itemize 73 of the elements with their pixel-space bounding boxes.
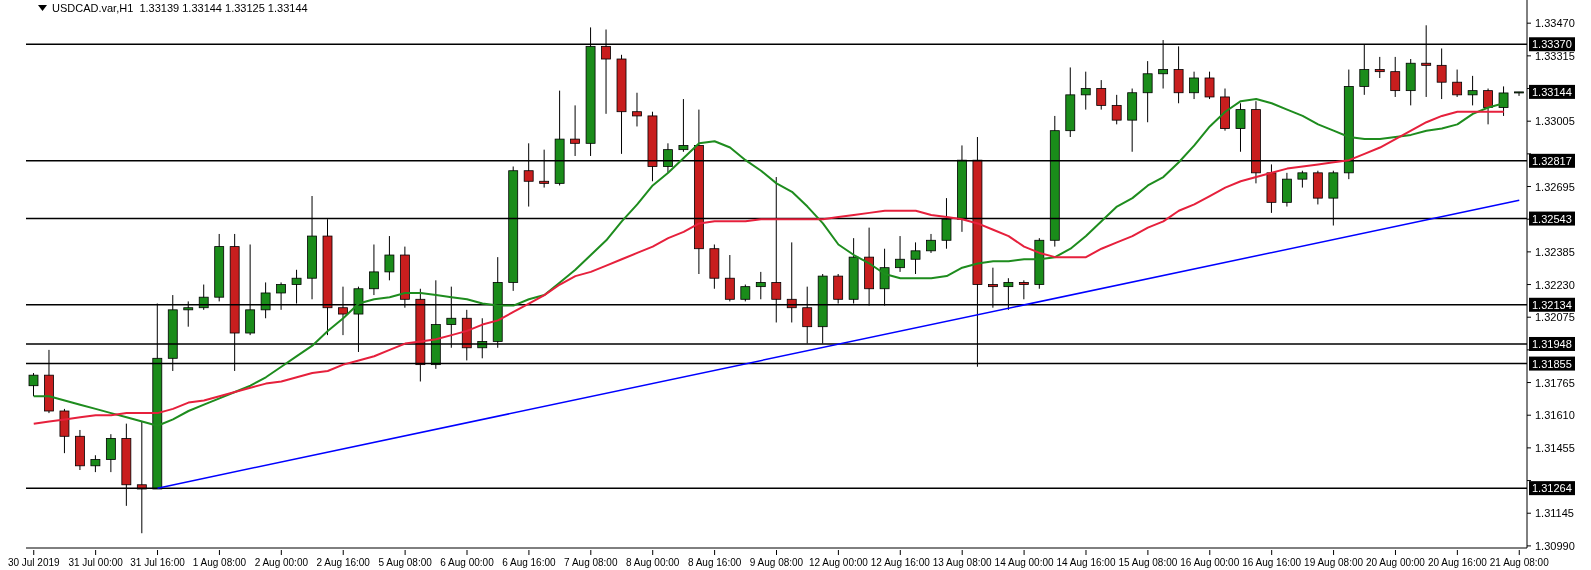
y-tick-label: 1.33315 bbox=[1535, 49, 1575, 62]
ref-line-label: 1.31855 bbox=[1532, 357, 1572, 370]
y-tick-label: 1.32385 bbox=[1535, 245, 1575, 258]
candlestick bbox=[1452, 69, 1463, 98]
x-tick-label: 12 Aug 16:00 bbox=[870, 557, 931, 568]
x-tick-label: 20 Aug 00:00 bbox=[1365, 557, 1426, 568]
candlestick bbox=[910, 241, 921, 275]
x-tick-label: 13 Aug 08:00 bbox=[932, 557, 993, 568]
x-tick-label: 6 Aug 16:00 bbox=[502, 557, 557, 568]
candlestick bbox=[632, 92, 642, 127]
y-tick-label: 1.32230 bbox=[1535, 278, 1575, 291]
ref-line-label: 1.33370 bbox=[1532, 38, 1572, 51]
candlestick bbox=[384, 235, 395, 281]
candlestick bbox=[895, 235, 905, 273]
candlestick bbox=[1096, 79, 1107, 111]
y-tick-label: 1.31455 bbox=[1535, 441, 1575, 454]
candlestick bbox=[724, 254, 735, 302]
candlestick bbox=[1374, 56, 1385, 79]
ref-line-label: 1.31948 bbox=[1532, 337, 1572, 350]
x-tick-label: 5 Aug 08:00 bbox=[378, 557, 433, 568]
candlestick bbox=[755, 271, 766, 300]
x-tick-label: 1 Aug 08:00 bbox=[192, 557, 247, 568]
x-tick-label: 2 Aug 16:00 bbox=[316, 557, 371, 568]
y-tick-label: 1.31145 bbox=[1535, 507, 1574, 520]
x-tick-label: 16 Aug 00:00 bbox=[1180, 557, 1240, 568]
ref-line-label: 1.31264 bbox=[1532, 482, 1572, 495]
candlestick bbox=[1483, 88, 1493, 125]
x-tick-label: 7 Aug 08:00 bbox=[564, 557, 618, 568]
candlestick bbox=[1080, 71, 1091, 111]
chart-title: USDCAD.var,H1 1.33139 1.33144 1.33125 1.33144 bbox=[52, 2, 308, 14]
candlestick bbox=[1189, 71, 1199, 100]
candlestick bbox=[1204, 71, 1215, 100]
y-tick-label: 1.32695 bbox=[1535, 180, 1575, 193]
x-tick-label: 2 Aug 00:00 bbox=[254, 557, 309, 568]
ref-line-label: 1.32817 bbox=[1532, 154, 1572, 167]
x-tick-label: 19 Aug 08:00 bbox=[1304, 557, 1364, 568]
x-tick-label: 14 Aug 00:00 bbox=[994, 557, 1054, 568]
x-tick-label: 9 Aug 08:00 bbox=[749, 557, 804, 568]
x-tick-label: 16 Aug 16:00 bbox=[1242, 557, 1302, 568]
candlestick bbox=[1514, 91, 1524, 97]
x-tick-label: 20 Aug 16:00 bbox=[1427, 557, 1488, 568]
candlestick bbox=[1142, 60, 1153, 123]
candlestick bbox=[1018, 279, 1029, 300]
candlestick bbox=[1111, 94, 1122, 125]
x-tick-label: 8 Aug 16:00 bbox=[687, 557, 742, 568]
y-tick-label: 1.32075 bbox=[1535, 311, 1575, 324]
candlestick bbox=[1390, 56, 1401, 98]
candlestick bbox=[1436, 47, 1447, 100]
y-tick-label: 1.30990 bbox=[1535, 539, 1575, 552]
ref-line-label: 1.32134 bbox=[1532, 298, 1572, 311]
text: 1.33144 bbox=[1532, 85, 1572, 98]
x-tick-label: 15 Aug 08:00 bbox=[1118, 557, 1178, 568]
y-tick-label: 1.31765 bbox=[1535, 376, 1575, 389]
candlestick bbox=[1235, 102, 1246, 153]
candlestick bbox=[926, 233, 936, 254]
candlestick bbox=[678, 98, 689, 153]
candlestick bbox=[570, 104, 580, 157]
candlestick bbox=[105, 433, 116, 473]
x-tick-label: 12 Aug 00:00 bbox=[808, 557, 869, 568]
ref-line-label: 1.32543 bbox=[1532, 212, 1572, 225]
candlestick bbox=[1467, 75, 1478, 106]
x-tick-label: 8 Aug 00:00 bbox=[626, 557, 680, 568]
candlestick bbox=[1282, 172, 1292, 208]
x-tick-label: 21 Aug 08:00 bbox=[1489, 557, 1550, 568]
y-tick-label: 1.33005 bbox=[1535, 115, 1575, 128]
x-tick-label: 30 Jul 2019 bbox=[7, 557, 61, 568]
y-tick-label: 1.31610 bbox=[1535, 409, 1575, 422]
candlestick bbox=[369, 243, 379, 296]
x-tick-label: 6 Aug 00:00 bbox=[440, 557, 495, 568]
x-tick-label: 31 Jul 00:00 bbox=[68, 557, 124, 568]
y-tick-label: 1.33470 bbox=[1535, 17, 1575, 30]
x-tick-label: 31 Jul 16:00 bbox=[130, 557, 186, 568]
x-tick-label: 14 Aug 16:00 bbox=[1056, 557, 1116, 568]
